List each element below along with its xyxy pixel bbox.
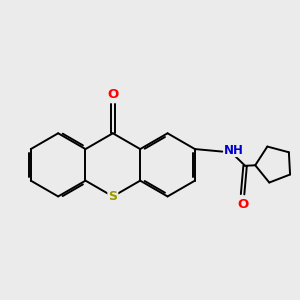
Text: NH: NH bbox=[224, 144, 244, 157]
Text: O: O bbox=[107, 88, 118, 101]
Text: S: S bbox=[108, 190, 117, 203]
Text: O: O bbox=[237, 198, 248, 211]
